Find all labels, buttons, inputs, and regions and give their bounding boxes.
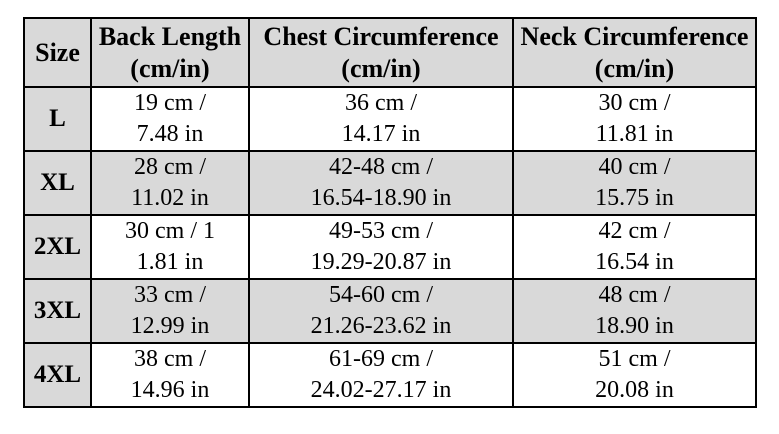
measurement-line: 7.48 in bbox=[136, 121, 204, 147]
size-cell: 3XL bbox=[23, 278, 92, 344]
size-cell: L bbox=[23, 86, 92, 152]
chest-circumference-cell: 54-60 cm / 21.26-23.62 in bbox=[248, 278, 514, 344]
measurement-line: 14.17 in bbox=[341, 121, 421, 147]
measurement-line: 12.99 in bbox=[130, 313, 210, 339]
measurement-line: 19 cm / bbox=[134, 90, 206, 116]
header-label: Size bbox=[35, 37, 80, 67]
measurement-line: 19.29-20.87 in bbox=[310, 249, 452, 275]
header-size: Size bbox=[23, 17, 92, 88]
chest-circumference-cell: 42-48 cm / 16.54-18.90 in bbox=[248, 150, 514, 216]
measurement-line: 14.96 in bbox=[130, 377, 210, 403]
back-length-cell: 38 cm / 14.96 in bbox=[90, 342, 250, 408]
measurement-line: 42-48 cm / bbox=[329, 154, 433, 180]
back-length-cell: 28 cm / 11.02 in bbox=[90, 150, 250, 216]
measurement-line: 36 cm / bbox=[345, 90, 417, 116]
measurement-line: 54-60 cm / bbox=[329, 282, 433, 308]
header-unit: (cm/in) bbox=[594, 53, 675, 83]
measurement-line: 16.54-18.90 in bbox=[310, 185, 452, 211]
measurement-line: 49-53 cm / bbox=[329, 218, 433, 244]
table-row-l: L 19 cm / 7.48 in 36 cm / 14.17 in 30 cm… bbox=[23, 86, 757, 152]
neck-circumference-cell: 48 cm / 18.90 in bbox=[512, 278, 757, 344]
measurement-line: 61-69 cm / bbox=[329, 346, 433, 372]
header-back-length: Back Length (cm/in) bbox=[90, 17, 250, 88]
measurement-line: 48 cm / bbox=[598, 282, 671, 308]
back-length-cell: 30 cm / 1 1.81 in bbox=[90, 214, 250, 280]
size-cell: XL bbox=[23, 150, 92, 216]
measurement-line: 18.90 in bbox=[595, 313, 674, 339]
measurement-line: 40 cm / bbox=[598, 154, 671, 180]
header-label: Back Length bbox=[98, 21, 242, 51]
measurement-line: 38 cm / bbox=[134, 346, 206, 372]
table-header: Size Back Length (cm/in) Chest Circumfer… bbox=[23, 17, 757, 88]
measurement-line: 28 cm / bbox=[134, 154, 206, 180]
size-cell: 2XL bbox=[23, 214, 92, 280]
table-row-xl: XL 28 cm / 11.02 in 42-48 cm / 16.54-18.… bbox=[23, 150, 757, 216]
size-chart-table: Size Back Length (cm/in) Chest Circumfer… bbox=[23, 17, 757, 408]
back-length-cell: 19 cm / 7.48 in bbox=[90, 86, 250, 152]
table-body: L 19 cm / 7.48 in 36 cm / 14.17 in 30 cm… bbox=[23, 86, 757, 408]
measurement-line: 21.26-23.62 in bbox=[310, 313, 452, 339]
neck-circumference-cell: 42 cm / 16.54 in bbox=[512, 214, 757, 280]
measurement-line: 11.81 in bbox=[595, 121, 674, 147]
header-label: Chest Circumference bbox=[263, 21, 499, 51]
measurement-line: 20.08 in bbox=[595, 377, 674, 403]
back-length-cell: 33 cm / 12.99 in bbox=[90, 278, 250, 344]
table-row-4xl: 4XL 38 cm / 14.96 in 61-69 cm / 24.02-27… bbox=[23, 342, 757, 408]
measurement-line: 11.02 in bbox=[131, 185, 209, 211]
measurement-line: 30 cm / bbox=[598, 90, 671, 116]
measurement-line: 42 cm / bbox=[598, 218, 671, 244]
measurement-line: 15.75 in bbox=[595, 185, 674, 211]
measurement-line: 24.02-27.17 in bbox=[310, 377, 452, 403]
measurement-line: 30 cm / 1 bbox=[125, 218, 215, 244]
header-unit: (cm/in) bbox=[130, 53, 210, 83]
measurement-line: 1.81 in bbox=[136, 249, 204, 275]
neck-circumference-cell: 30 cm / 11.81 in bbox=[512, 86, 757, 152]
measurement-line: 16.54 in bbox=[595, 249, 674, 275]
header-unit: (cm/in) bbox=[341, 53, 421, 83]
neck-circumference-cell: 40 cm / 15.75 in bbox=[512, 150, 757, 216]
table-row-3xl: 3XL 33 cm / 12.99 in 54-60 cm / 21.26-23… bbox=[23, 278, 757, 344]
measurement-line: 33 cm / bbox=[134, 282, 206, 308]
header-neck-circumference: Neck Circumference (cm/in) bbox=[512, 17, 757, 88]
chest-circumference-cell: 36 cm / 14.17 in bbox=[248, 86, 514, 152]
chest-circumference-cell: 61-69 cm / 24.02-27.17 in bbox=[248, 342, 514, 408]
size-cell: 4XL bbox=[23, 342, 92, 408]
header-row: Size Back Length (cm/in) Chest Circumfer… bbox=[23, 17, 757, 88]
table-row-2xl: 2XL 30 cm / 1 1.81 in 49-53 cm / 19.29-2… bbox=[23, 214, 757, 280]
header-chest-circumference: Chest Circumference (cm/in) bbox=[248, 17, 514, 88]
header-label: Neck Circumference bbox=[520, 21, 749, 51]
neck-circumference-cell: 51 cm / 20.08 in bbox=[512, 342, 757, 408]
measurement-line: 51 cm / bbox=[598, 346, 671, 372]
chest-circumference-cell: 49-53 cm / 19.29-20.87 in bbox=[248, 214, 514, 280]
